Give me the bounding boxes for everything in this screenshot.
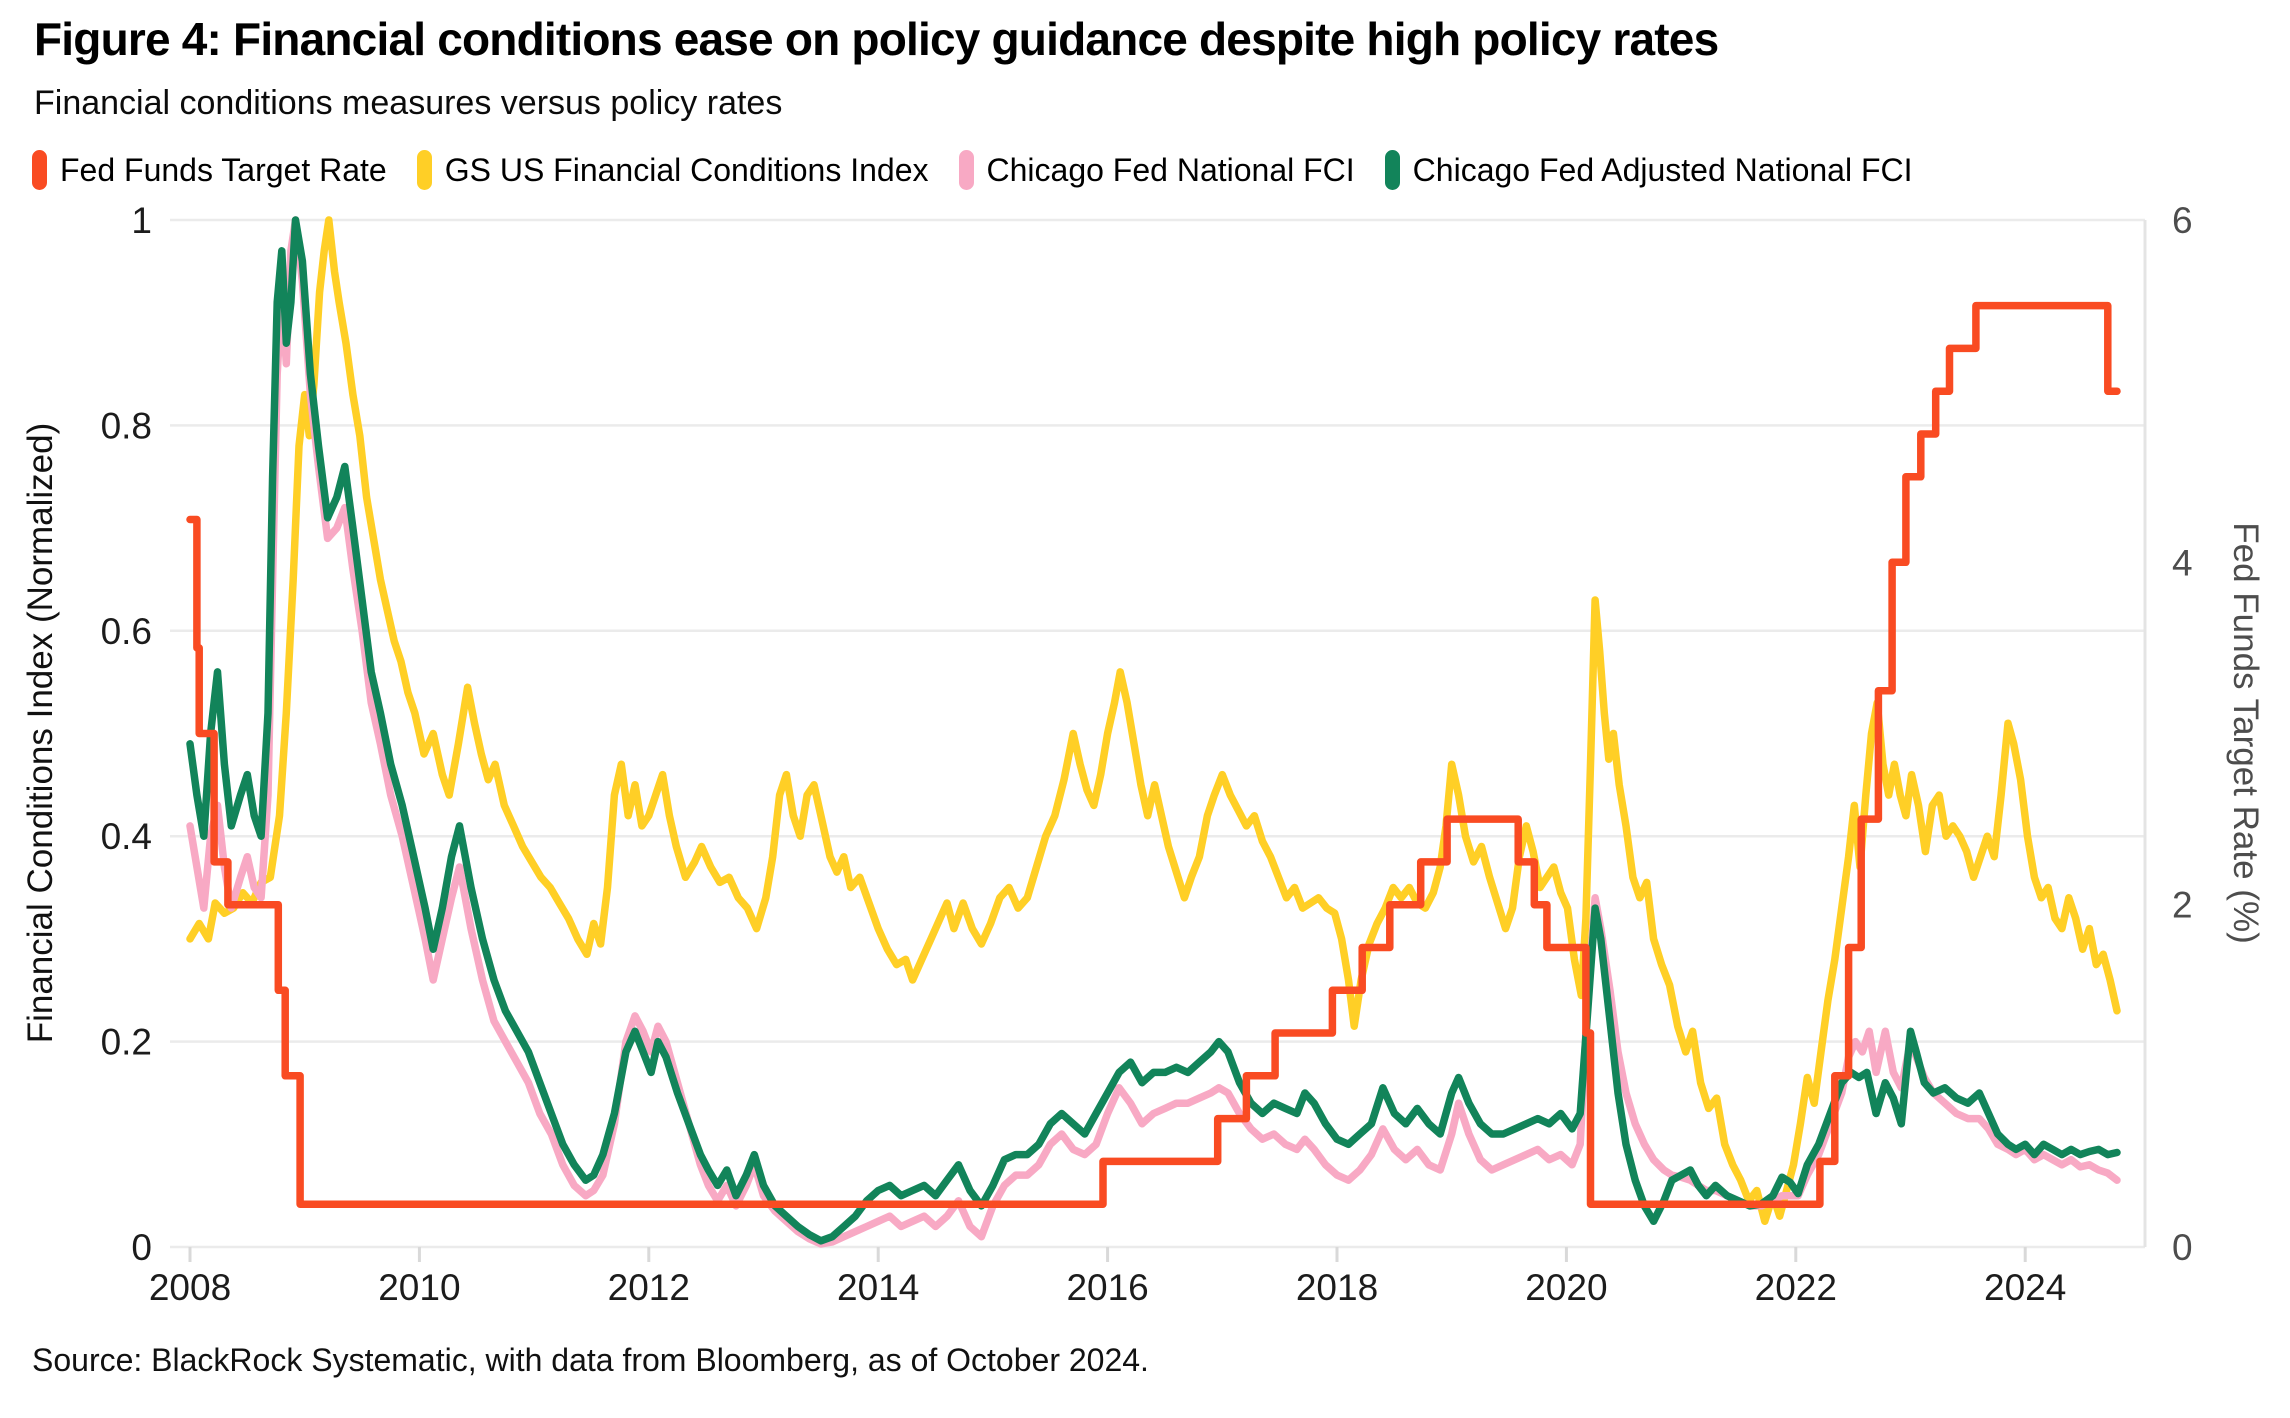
series-line-fed-funds-target-rate	[186, 301, 2121, 1208]
legend-item-2: Chicago Fed National FCI	[958, 150, 1355, 190]
source-note: Source: BlackRock Systematic, with data …	[32, 1342, 1149, 1378]
legend-label: GS US Financial Conditions Index	[444, 151, 929, 188]
legend-swatch-icon	[958, 150, 974, 190]
y-axis-left-tick-label: 0.6	[101, 611, 152, 652]
y-axis-left-tick-label: 1	[131, 200, 152, 241]
x-axis-tick-label: 2024	[1984, 1267, 2066, 1308]
legend-item-1: GS US Financial Conditions Index	[416, 150, 929, 190]
y-axis-left-tick-label: 0.8	[101, 405, 152, 446]
chart-legend: Fed Funds Target Rate GS US Financial Con…	[32, 150, 1913, 190]
legend-label: Chicago Fed National FCI	[986, 151, 1355, 188]
figure-title: Figure 4: Financial conditions ease on p…	[34, 13, 1719, 65]
series-line-chicago-fed-adjusted-national-fci	[186, 216, 2121, 1245]
figure-subtitle: Financial conditions measures versus pol…	[34, 84, 783, 122]
y-axis-left-tick-label: 0	[131, 1227, 152, 1268]
series-line-gs-us-financial-conditions-index	[186, 216, 2121, 1226]
x-axis-tick-label: 2010	[378, 1267, 460, 1308]
legend-swatch-icon	[416, 150, 432, 190]
legend-item-0: Fed Funds Target Rate	[32, 150, 387, 190]
x-axis-tick-label: 2022	[1755, 1267, 1837, 1308]
x-axis-tick-label: 2016	[1066, 1267, 1148, 1308]
y-axis-right-tick-label: 2	[2172, 885, 2193, 926]
y-axis-right-tick-label: 6	[2172, 200, 2193, 241]
y-axis-right-tick-label: 0	[2172, 1227, 2193, 1268]
y-axis-left-tick-label: 0.4	[101, 816, 152, 857]
y-axis-right-tick-label: 4	[2172, 542, 2193, 583]
legend-item-3: Chicago Fed Adjusted National FCI	[1384, 150, 1913, 190]
x-axis-tick-label: 2012	[608, 1267, 690, 1308]
legend-swatch-icon	[32, 150, 47, 190]
y-axis-right-title: Fed Funds Target Rate (%)	[2226, 522, 2265, 944]
x-axis-tick-label: 2018	[1296, 1267, 1378, 1308]
legend-label: Fed Funds Target Rate	[60, 151, 387, 188]
y-axis-left-title: Financial Conditions Index (Normalized)	[21, 423, 60, 1044]
legend-label: Chicago Fed Adjusted National FCI	[1412, 151, 1913, 188]
y-axis-left-tick-label: 0.2	[101, 1022, 152, 1063]
legend-swatch-icon	[1384, 150, 1400, 190]
x-axis-tick-label: 2008	[149, 1267, 231, 1308]
x-axis-tick-label: 2020	[1525, 1267, 1607, 1308]
x-axis-tick-label: 2014	[837, 1267, 919, 1308]
series-line-chicago-fed-national-fci	[186, 216, 2121, 1248]
